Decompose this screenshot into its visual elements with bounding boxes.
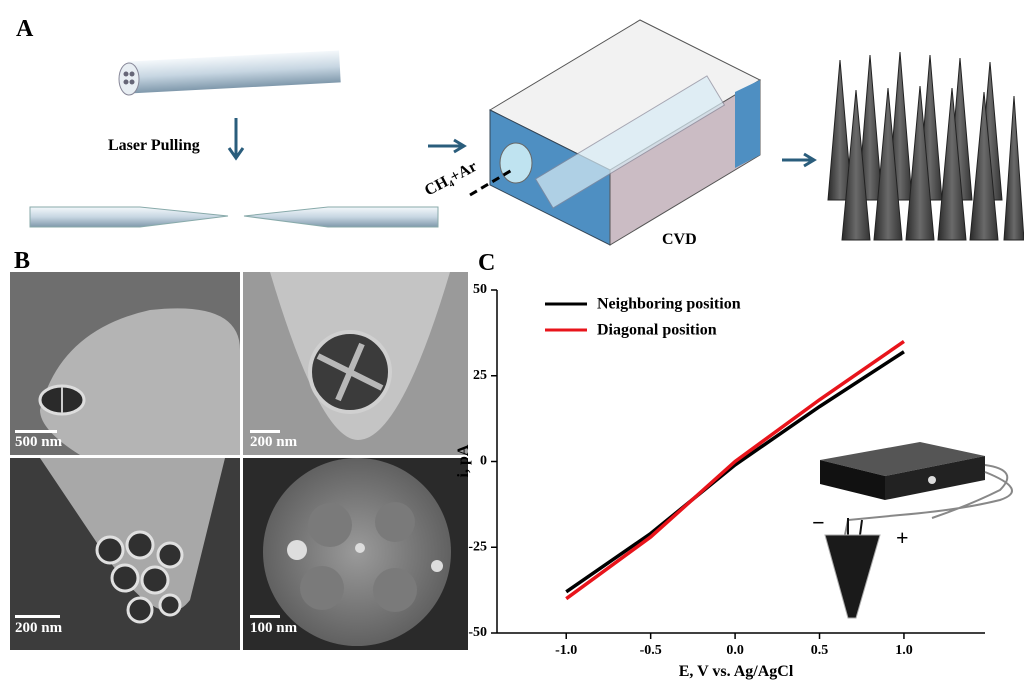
- nanoelectrode-array: [828, 52, 1024, 240]
- arrow: [782, 154, 814, 166]
- arrow: [428, 140, 464, 152]
- y-tick-label: -25: [468, 539, 487, 554]
- y-axis-title: i, pA: [455, 444, 472, 477]
- page: {"panel_a": {"label": "A", "step_label":…: [0, 0, 1024, 684]
- scale-label: 100 nm: [250, 620, 298, 636]
- pulled-tips: [30, 207, 438, 227]
- instrument: −+: [812, 442, 1012, 618]
- x-tick-label: 1.0: [895, 643, 913, 658]
- panel-label: C: [478, 250, 495, 276]
- panel-label: B: [14, 248, 30, 274]
- x-axis-title: E, V vs. Ag/AgCl: [679, 663, 794, 680]
- legend-label: Diagonal position: [597, 322, 717, 339]
- sem-image: [243, 272, 468, 455]
- cvd-label: CVD: [662, 231, 697, 248]
- scale-label: 200 nm: [250, 434, 298, 450]
- y-tick-label: -50: [468, 625, 487, 640]
- x-tick-label: -1.0: [555, 643, 577, 658]
- y-tick-label: 0: [480, 454, 487, 469]
- cvd-furnace: [470, 20, 760, 245]
- x-tick-label: -0.5: [640, 643, 662, 658]
- x-tick-label: 0.0: [726, 643, 744, 658]
- panel-label: A: [16, 16, 34, 42]
- y-tick-label: 25: [473, 368, 487, 383]
- scale-label: 500 nm: [15, 434, 63, 450]
- x-tick-label: 0.5: [811, 643, 829, 658]
- svg-text:+: +: [896, 525, 909, 550]
- step-label: Laser Pulling: [108, 137, 200, 154]
- legend-label: Neighboring position: [597, 296, 741, 313]
- figure: A Laser Pulling CH₄+Ar CVD B: [0, 0, 1024, 684]
- scale-label: 200 nm: [15, 620, 63, 636]
- sem-image: [10, 272, 240, 455]
- arrow: [229, 118, 243, 158]
- y-tick-label: 50: [473, 282, 487, 297]
- capillary: [119, 50, 341, 95]
- svg-text:−: −: [812, 510, 825, 535]
